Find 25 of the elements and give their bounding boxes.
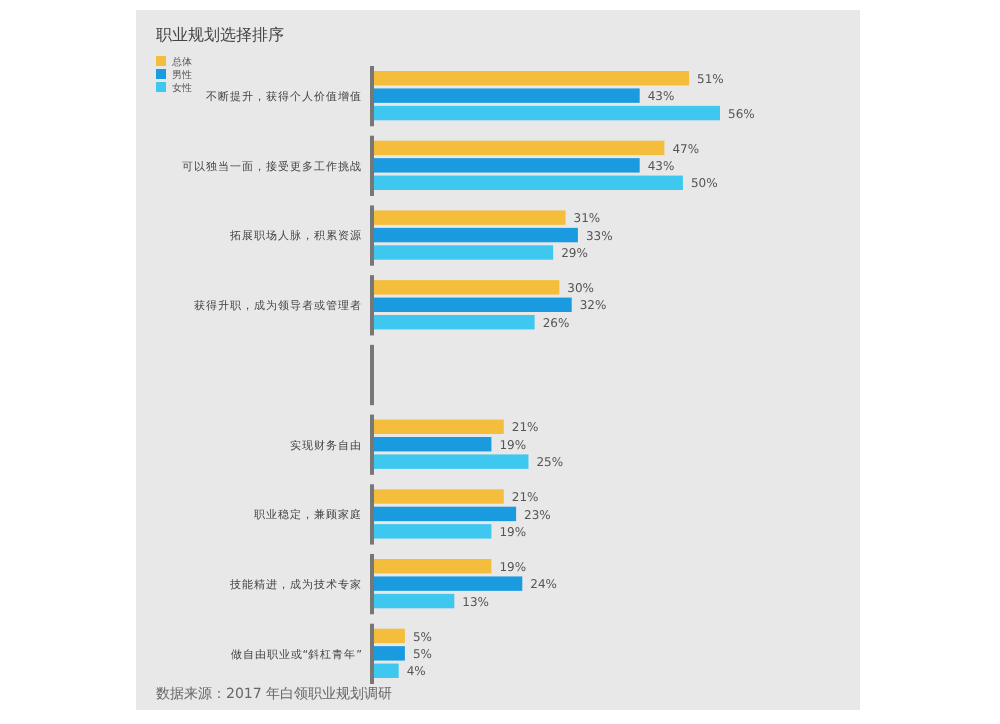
bar	[374, 593, 455, 609]
bar	[374, 454, 529, 469]
bar	[374, 419, 504, 434]
bar	[374, 71, 690, 86]
text: 职业规划选择排序	[156, 26, 284, 44]
bar	[374, 315, 535, 330]
bar	[374, 559, 492, 574]
bar	[374, 88, 640, 103]
bar	[374, 105, 720, 121]
bar	[374, 245, 554, 260]
bar	[374, 158, 640, 173]
bar	[374, 524, 492, 539]
bar	[374, 175, 683, 190]
bar	[374, 280, 560, 295]
bar	[374, 297, 572, 312]
bar	[374, 210, 566, 225]
bar	[374, 506, 517, 522]
bar	[374, 663, 399, 678]
bar	[374, 576, 523, 591]
bar	[374, 628, 405, 644]
bar	[374, 140, 665, 156]
bar	[374, 489, 504, 504]
bar	[374, 227, 578, 243]
bar	[374, 437, 492, 452]
bar	[374, 646, 405, 661]
